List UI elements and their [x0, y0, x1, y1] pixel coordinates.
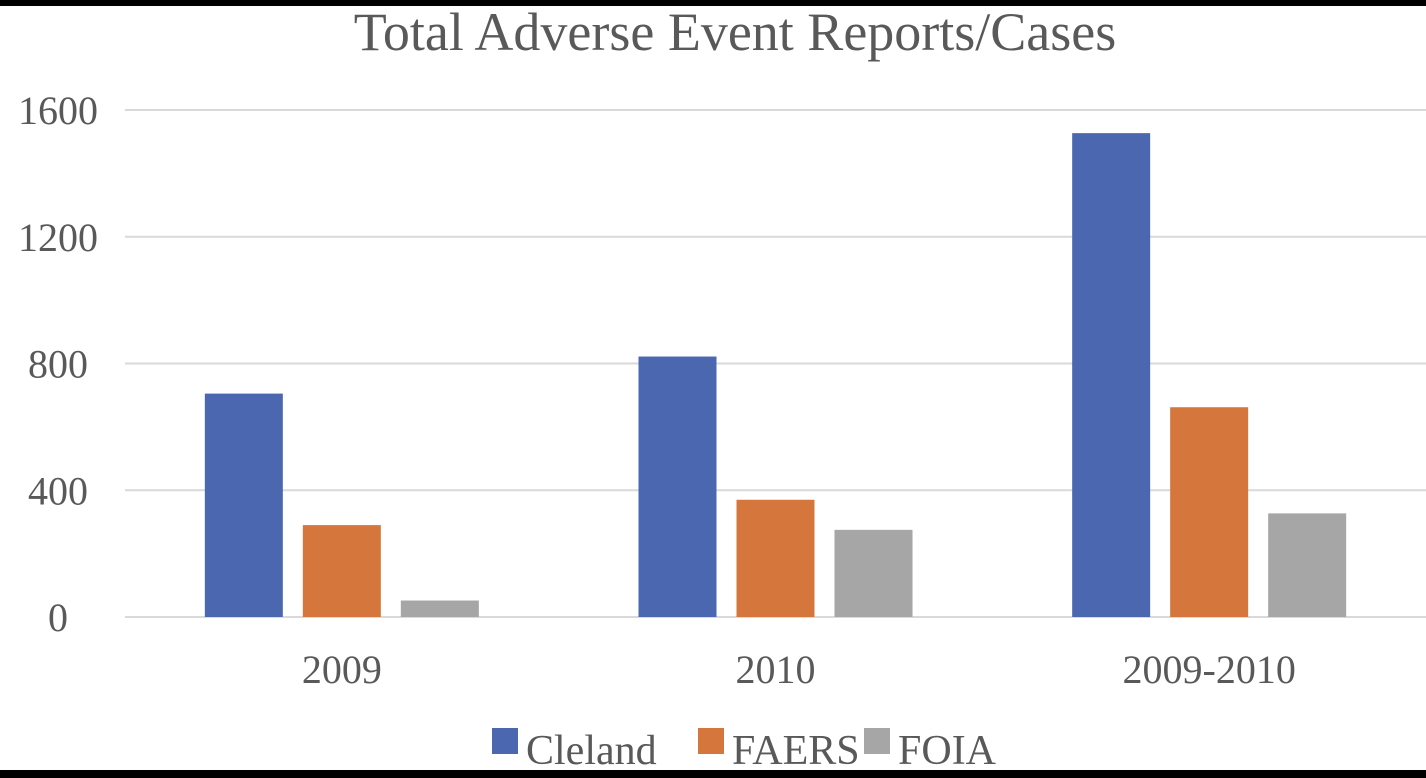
- y-tick-label: 1600: [18, 88, 98, 133]
- y-tick-label: 800: [28, 342, 88, 387]
- legend-swatch-cleland: [492, 728, 518, 754]
- y-axis-tick-labels: 0 400 800 1200 1600: [18, 88, 98, 640]
- bar-foia-2009-2010: [1268, 513, 1347, 617]
- legend-label-faers: FAERS: [732, 728, 860, 770]
- legend-swatch-faers: [698, 728, 724, 754]
- bar-faers-2009: [302, 525, 381, 617]
- bar-faers-2009-2010: [1170, 407, 1249, 617]
- x-tick-label: 2009-2010: [1123, 647, 1296, 692]
- bar-cleland-2010: [638, 356, 717, 617]
- bars: [204, 133, 1347, 617]
- bar-cleland-2009-2010: [1072, 133, 1151, 617]
- legend-label-foia: FOIA: [898, 728, 997, 770]
- legend-label-cleland: Cleland: [526, 728, 657, 770]
- bar-foia-2010: [834, 529, 913, 617]
- bar-foia-2009: [400, 600, 479, 617]
- y-tick-label: 1200: [18, 215, 98, 260]
- bar-cleland-2009: [204, 393, 283, 617]
- y-tick-label: 0: [48, 595, 68, 640]
- x-axis-tick-labels: 2009 2010 2009-2010: [302, 647, 1296, 692]
- x-tick-label: 2010: [736, 647, 816, 692]
- bar-chart: Total Adverse Event Reports/Cases 0 400 80…: [18, 6, 1426, 770]
- bar-faers-2010: [736, 499, 815, 617]
- legend: Cleland FAERS FOIA: [492, 728, 997, 770]
- y-tick-label: 400: [28, 468, 88, 513]
- legend-swatch-foia: [864, 728, 890, 754]
- x-tick-label: 2009: [302, 647, 382, 692]
- chart-canvas: Total Adverse Event Reports/Cases 0 400 80…: [0, 6, 1426, 770]
- chart-title: Total Adverse Event Reports/Cases: [354, 6, 1117, 62]
